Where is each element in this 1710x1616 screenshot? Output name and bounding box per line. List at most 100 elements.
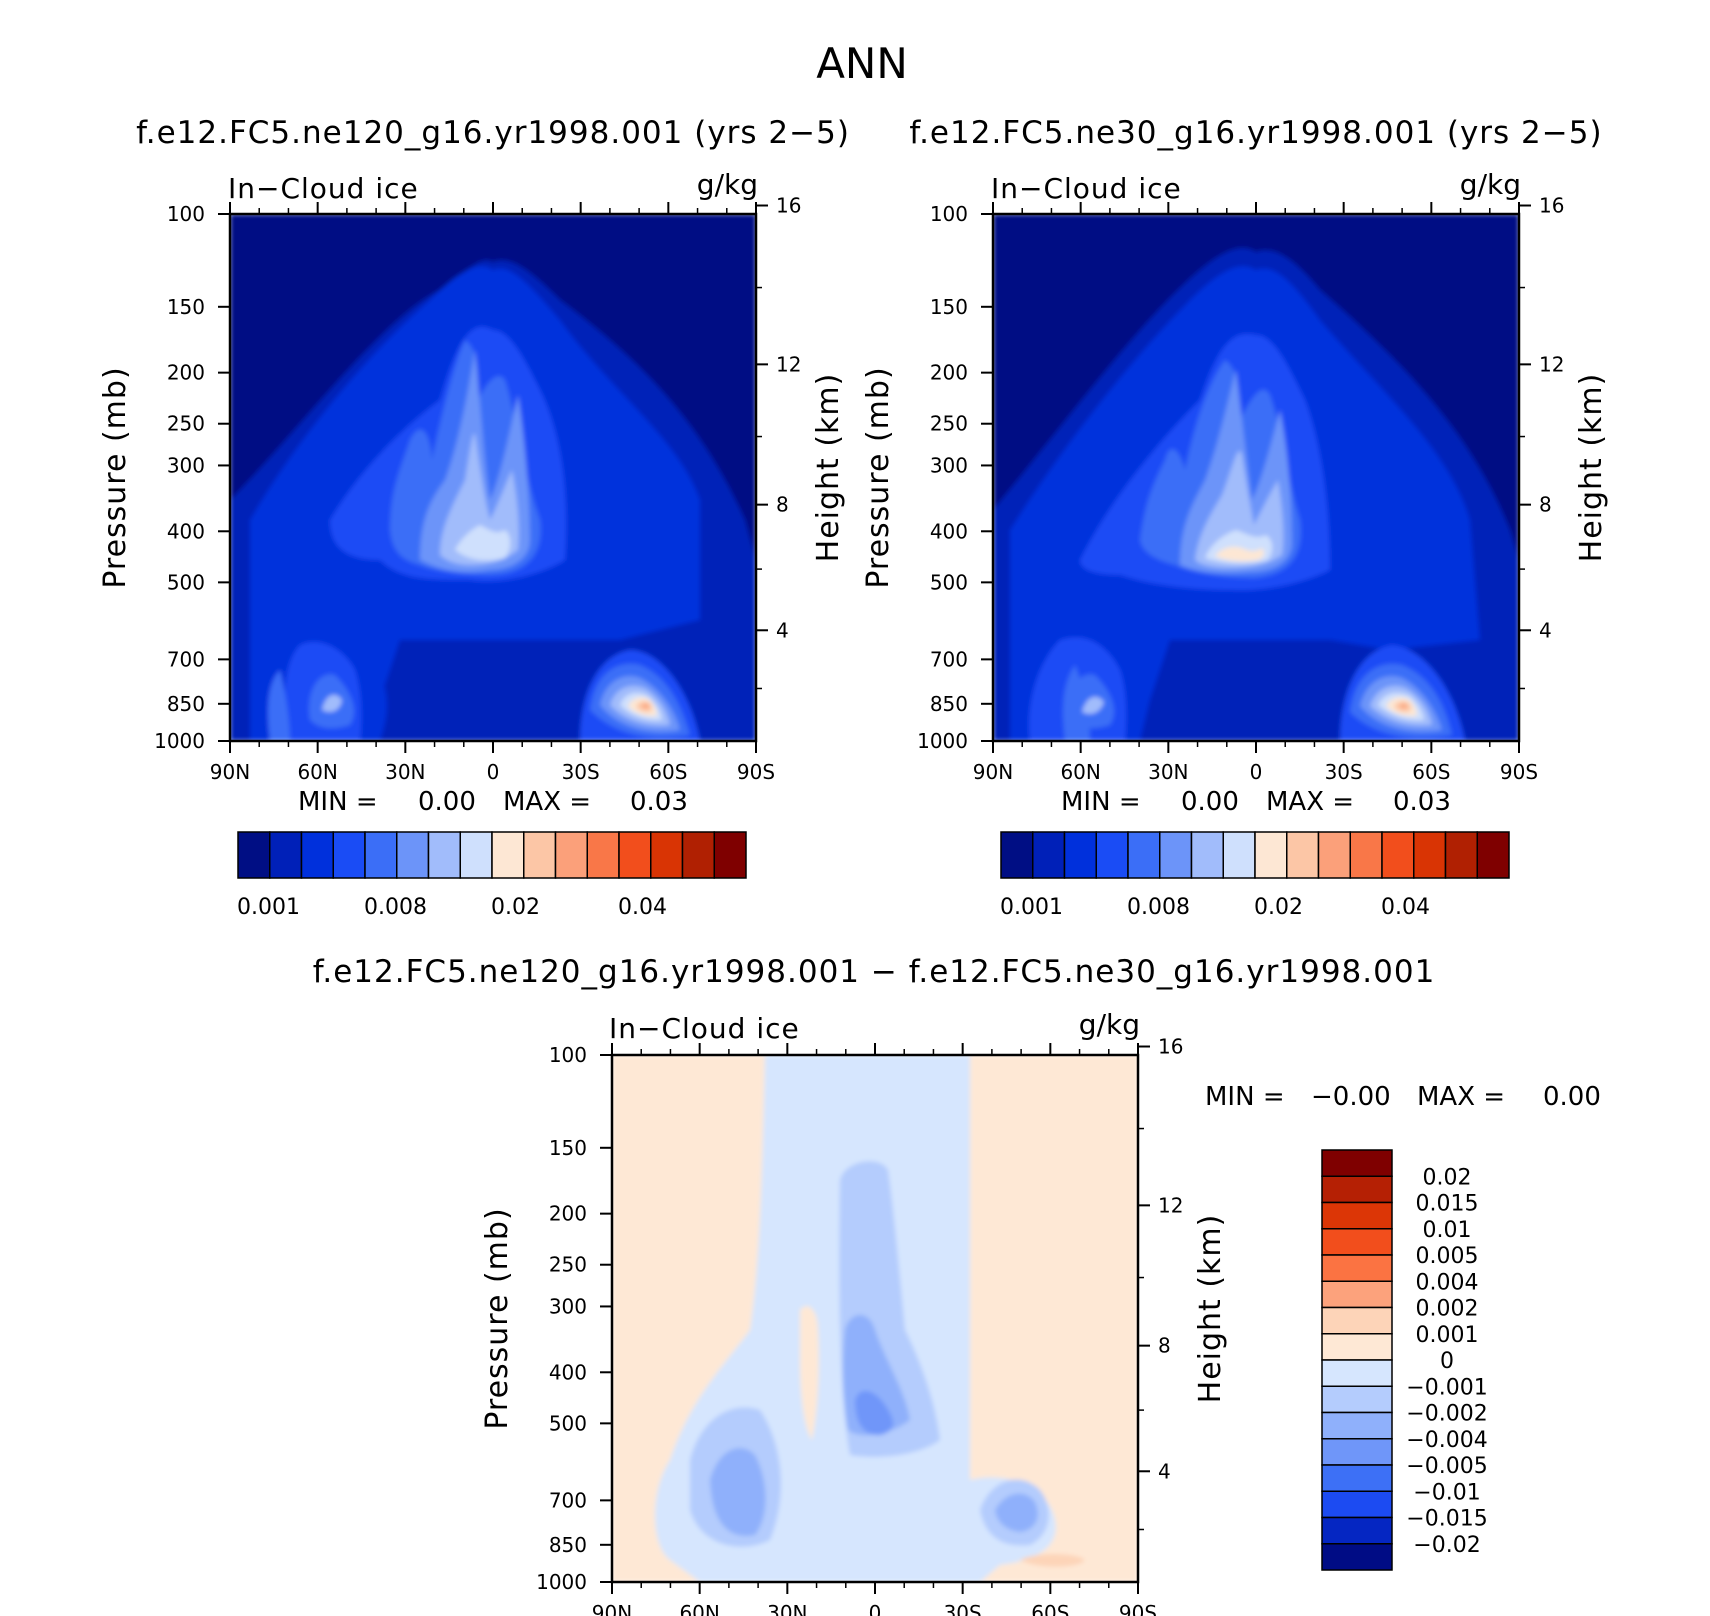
colorbar-box bbox=[237, 831, 271, 879]
y-tick-label: 250 bbox=[167, 412, 205, 436]
x-tick-label: 90N bbox=[973, 760, 1013, 784]
y2-tick-label: 4 bbox=[776, 618, 789, 642]
y-tick-label: 1000 bbox=[154, 729, 205, 753]
right-min-label: MIN = bbox=[1061, 787, 1141, 817]
y2-tick-label: 8 bbox=[1539, 493, 1552, 517]
colorbar-box bbox=[1321, 1490, 1393, 1519]
x-tick-label: 30S bbox=[562, 760, 600, 784]
colorbar-label: 0.004 bbox=[1416, 1270, 1479, 1295]
y-tick-label: 200 bbox=[549, 1202, 587, 1226]
right-case-title: f.e12.FC5.ne30_g16.yr1998.001 (yrs 2−5) bbox=[909, 115, 1602, 151]
diff-contour-field bbox=[612, 1055, 1138, 1582]
colorbar-box bbox=[1159, 831, 1193, 879]
x-tick-label: 90S bbox=[737, 760, 775, 784]
diff-max-label: MAX = bbox=[1417, 1082, 1505, 1112]
y-tick-label: 250 bbox=[930, 412, 968, 436]
y-tick-label: 850 bbox=[549, 1533, 587, 1557]
colorbar-box bbox=[1321, 1516, 1393, 1545]
y2-tick-label: 8 bbox=[776, 493, 789, 517]
right-colorbar: 0.001 0.008 0.02 0.04 bbox=[1000, 831, 1510, 920]
y2-axis-label: Height (km) bbox=[1193, 1214, 1228, 1404]
left-units-label: g/kg bbox=[697, 168, 758, 201]
colorbar-box bbox=[523, 831, 557, 879]
left-min-label: MIN = bbox=[298, 787, 378, 817]
y-tick-label: 250 bbox=[549, 1253, 587, 1277]
y-tick-label: 500 bbox=[930, 570, 968, 594]
x-tick-label: 60S bbox=[1412, 760, 1450, 784]
right-min-value: 0.00 bbox=[1181, 787, 1239, 817]
colorbar-box bbox=[1321, 1149, 1393, 1177]
x-tick-label: 60S bbox=[1031, 1601, 1069, 1616]
colorbar-box bbox=[1127, 831, 1161, 879]
colorbar-box bbox=[1321, 1359, 1393, 1387]
colorbar-box bbox=[300, 831, 334, 879]
colorbar-label: 0.01 bbox=[1423, 1218, 1472, 1243]
colorbar-label: 0.005 bbox=[1416, 1244, 1479, 1269]
y-tick-label: 150 bbox=[167, 295, 205, 319]
y2-tick-label: 16 bbox=[776, 194, 801, 218]
right-panel: f.e12.FC5.ne30_g16.yr1998.001 (yrs 2−5) … bbox=[861, 115, 1609, 920]
diff-units-label: g/kg bbox=[1079, 1008, 1140, 1041]
left-variable-label: In−Cloud ice bbox=[228, 172, 419, 205]
right-axes: Pressure (mb) Height (km) 100 150 200 250 300 4… bbox=[861, 194, 1609, 784]
colorbar-label: −0.02 bbox=[1413, 1533, 1480, 1558]
left-case-title: f.e12.FC5.ne120_g16.yr1998.001 (yrs 2−5) bbox=[136, 115, 850, 151]
diff-variable-label: In−Cloud ice bbox=[609, 1012, 800, 1045]
colorbar-box bbox=[1190, 831, 1224, 879]
left-min-value: 0.00 bbox=[418, 787, 476, 817]
y-tick-label: 700 bbox=[930, 647, 968, 671]
colorbar-box bbox=[491, 831, 525, 879]
y-tick-label: 300 bbox=[930, 453, 968, 477]
colorbar-box bbox=[1000, 831, 1034, 879]
y-tick-label: 300 bbox=[167, 453, 205, 477]
y-tick-label: 400 bbox=[930, 519, 968, 543]
y2-axis-label: Height (km) bbox=[811, 373, 846, 563]
y-axis-label: Pressure (mb) bbox=[98, 366, 133, 588]
x-tick-label: 30N bbox=[1148, 760, 1188, 784]
y-tick-label: 100 bbox=[549, 1043, 587, 1067]
x-tick-label: 90S bbox=[1500, 760, 1538, 784]
y-tick-label: 500 bbox=[167, 570, 205, 594]
left-panel: f.e12.FC5.ne120_g16.yr1998.001 (yrs 2−5)… bbox=[98, 115, 850, 920]
colorbar-label: −0.015 bbox=[1406, 1507, 1487, 1532]
colorbar-box bbox=[459, 831, 493, 879]
y-tick-label: 850 bbox=[167, 692, 205, 716]
left-max-label: MAX = bbox=[503, 787, 591, 817]
y2-tick-label: 12 bbox=[776, 352, 801, 376]
colorbar-box bbox=[618, 831, 652, 879]
left-contour-field bbox=[230, 214, 756, 741]
x-tick-label: 0 bbox=[1250, 760, 1263, 784]
y-tick-label: 150 bbox=[930, 295, 968, 319]
colorbar-box bbox=[1321, 1201, 1393, 1230]
y-axis-label: Pressure (mb) bbox=[861, 366, 896, 588]
y2-tick-label: 8 bbox=[1158, 1334, 1171, 1358]
y-tick-label: 200 bbox=[930, 361, 968, 385]
diff-axes: Pressure (mb) Height (km) 100 150 200 250 300 4… bbox=[480, 1035, 1228, 1616]
colorbar-label: 0.008 bbox=[1127, 895, 1190, 920]
y-tick-label: 500 bbox=[549, 1411, 587, 1435]
colorbar-box bbox=[713, 831, 747, 879]
colorbar-box bbox=[1349, 831, 1383, 879]
x-tick-label: 60N bbox=[1060, 760, 1100, 784]
y-tick-label: 200 bbox=[167, 361, 205, 385]
x-tick-label: 0 bbox=[869, 1601, 882, 1616]
y-tick-label: 700 bbox=[549, 1488, 587, 1512]
colorbar-box bbox=[1321, 1280, 1393, 1309]
y-tick-label: 1000 bbox=[536, 1570, 587, 1594]
colorbar-box bbox=[332, 831, 366, 879]
colorbar-label: 0.02 bbox=[1423, 1165, 1472, 1190]
colorbar-box bbox=[1321, 1464, 1393, 1492]
colorbar-label: 0.02 bbox=[491, 895, 540, 920]
x-tick-label: 30N bbox=[385, 760, 425, 784]
x-tick-label: 30N bbox=[767, 1601, 807, 1616]
y-tick-label: 100 bbox=[930, 202, 968, 226]
colorbar-box bbox=[1032, 831, 1066, 879]
left-axes: Pressure (mb) Height (km) 100 150 200 250 300 4… bbox=[98, 194, 846, 784]
colorbar-label: 0.001 bbox=[1000, 895, 1063, 920]
y-tick-label: 1000 bbox=[917, 729, 968, 753]
figure-title: ANN bbox=[816, 39, 908, 88]
colorbar-label: 0.002 bbox=[1416, 1297, 1479, 1322]
y2-tick-label: 4 bbox=[1539, 618, 1552, 642]
right-units-label: g/kg bbox=[1460, 168, 1521, 201]
colorbar-label: 0.04 bbox=[1381, 895, 1430, 920]
